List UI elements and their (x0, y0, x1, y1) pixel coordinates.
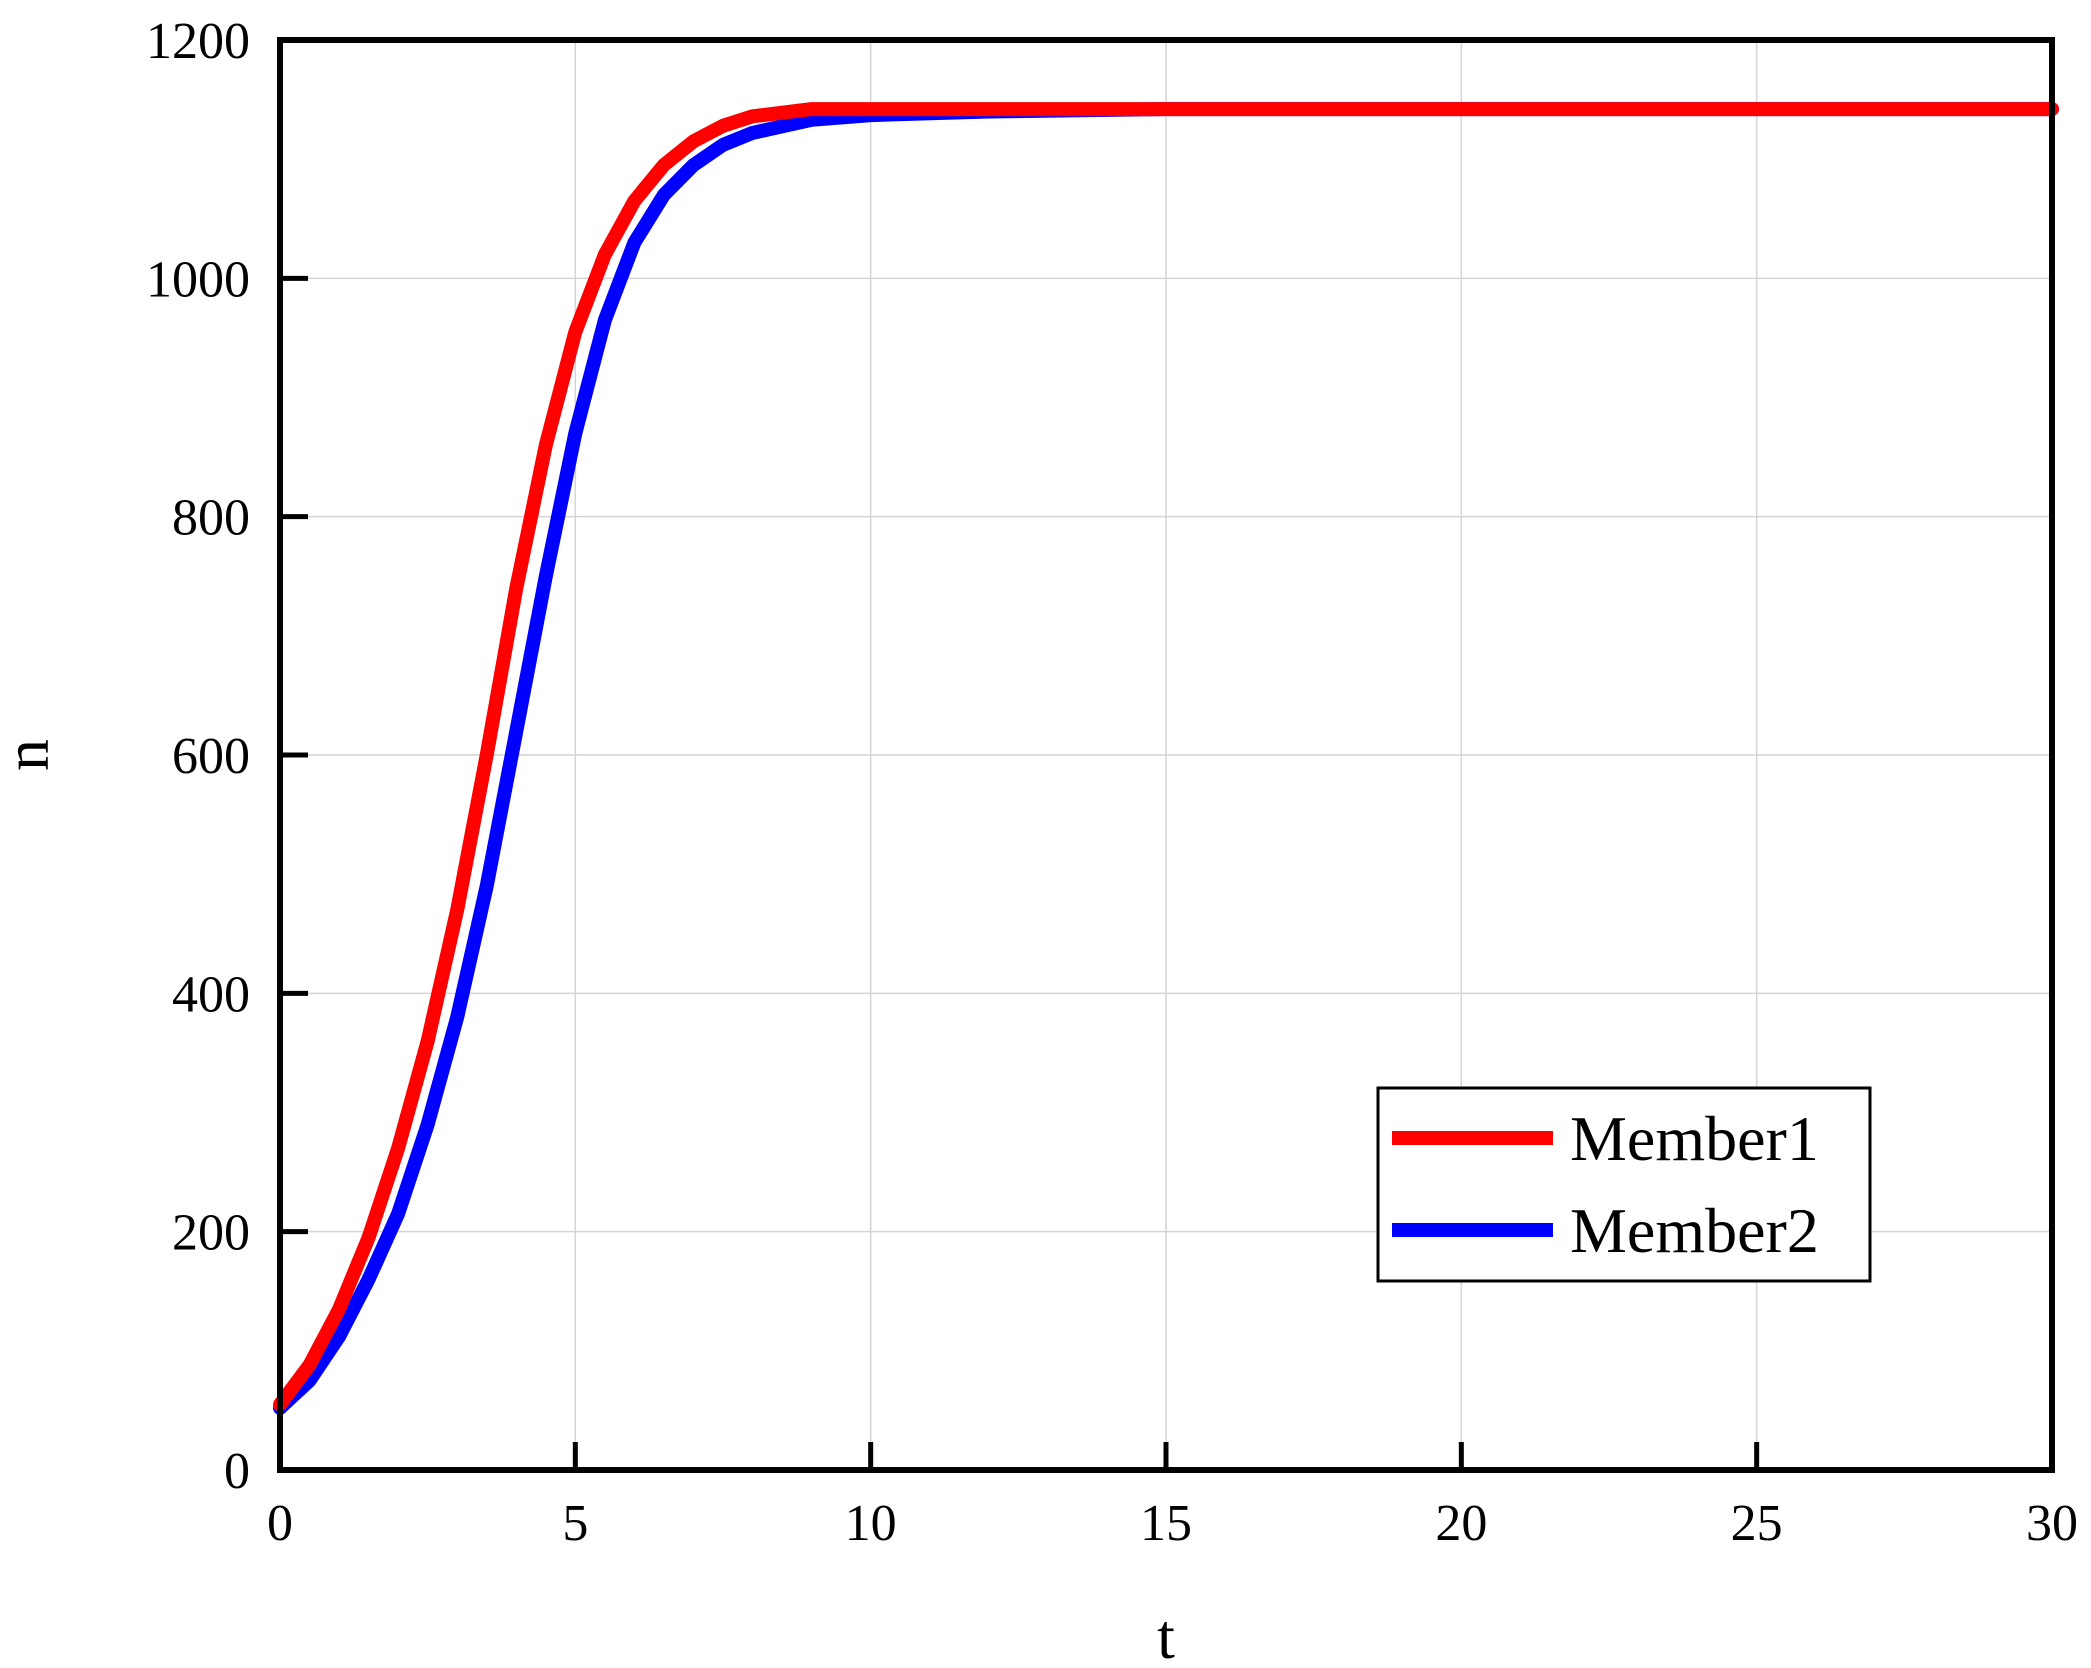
series-layer (273, 102, 2059, 1415)
x-tick-label: 0 (267, 1495, 293, 1552)
x-axis-label: t (1157, 1601, 1175, 1668)
x-tick-label: 20 (1435, 1495, 1487, 1552)
x-tick-label: 15 (1140, 1495, 1192, 1552)
y-tick-label: 1000 (146, 251, 250, 308)
y-tick-label: 800 (172, 490, 250, 547)
x-tick-label: 25 (1731, 1495, 1783, 1552)
legend-label-member1: Member1 (1570, 1103, 1819, 1174)
x-tick-label: 10 (845, 1495, 897, 1552)
y-tick-label: 0 (224, 1443, 250, 1500)
series-line-member1 (273, 102, 2059, 1412)
legend-label-member2: Member2 (1570, 1195, 1819, 1266)
y-tick-label: 200 (172, 1205, 250, 1262)
y-tick-label: 1200 (146, 13, 250, 70)
legend-box (1376, 1086, 1872, 1283)
y-tick-label: 600 (172, 728, 250, 785)
grid-lines (280, 40, 2052, 1470)
x-tick-label: 5 (562, 1495, 588, 1552)
x-tick-labels: 0 5 10 15 20 25 30 (267, 1495, 2078, 1552)
y-tick-label: 400 (172, 966, 250, 1023)
y-axis-label: n (0, 739, 62, 771)
y-tick-labels: 0 200 400 600 800 1000 1200 (146, 13, 250, 1500)
legend: Member1 Member2 (1376, 1086, 1872, 1283)
axis-ticks (277, 37, 2055, 1473)
x-tick-label: 30 (2026, 1495, 2078, 1552)
